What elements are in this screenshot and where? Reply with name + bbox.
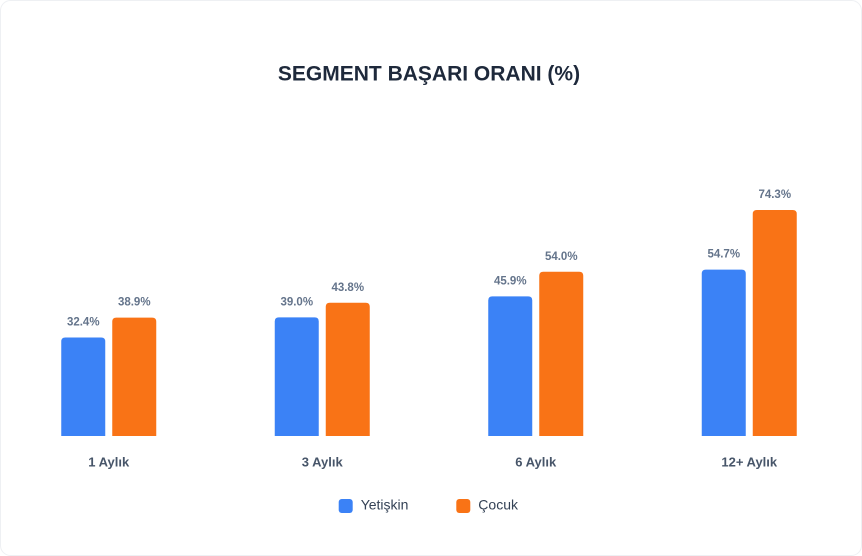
legend-label[interactable]: Yetişkin [361,497,409,513]
bar [752,210,797,436]
x-tick-label: 6 Aylık [515,454,557,469]
bar [61,337,106,436]
bar [539,271,584,436]
value-label: 54.7% [707,249,740,261]
chart-title: SEGMENT BAŞARI ORANI (%) [278,63,580,86]
x-tick-label: 3 Aylık [302,454,344,469]
value-label: 45.9% [494,275,527,287]
value-label: 39.0% [280,296,313,308]
bar [112,317,157,436]
bar [701,269,746,436]
x-tick-label: 1 Aylık [88,454,130,469]
legend-swatch[interactable] [456,499,471,513]
bar [325,302,370,436]
value-label: 74.3% [758,189,791,201]
bar [488,296,533,436]
value-label: 38.9% [118,297,151,309]
x-tick-label: 12+ Aylık [721,454,778,469]
legend-label[interactable]: Çocuk [478,497,519,513]
value-label: 43.8% [331,282,364,294]
value-label: 54.0% [545,251,578,263]
bar [274,317,319,436]
value-label: 32.4% [67,316,100,328]
legend-swatch[interactable] [338,499,353,513]
